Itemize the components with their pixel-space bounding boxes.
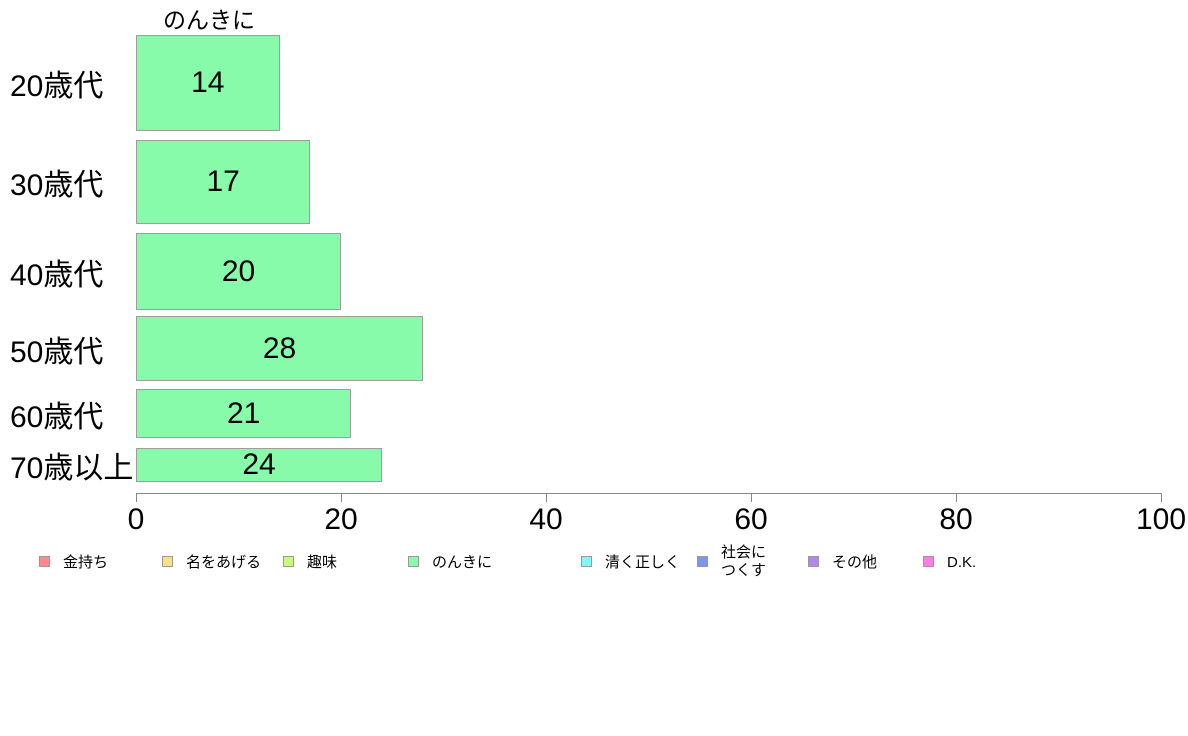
legend-item-label: 清く正しく <box>605 554 681 571</box>
x-axis-tick <box>751 494 752 502</box>
x-axis-tick <box>1161 494 1162 502</box>
category-label: 30歳代 <box>10 169 104 202</box>
legend-item-label: 金持ち <box>63 554 109 571</box>
legend-item-label: 社会に つくす <box>721 544 767 579</box>
x-axis-tick <box>136 494 137 502</box>
x-axis-tick <box>341 494 342 502</box>
x-axis-tick-label: 80 <box>939 503 973 536</box>
bar: 20 <box>136 233 341 310</box>
category-label: 20歳代 <box>10 70 104 103</box>
x-axis-tick <box>546 494 547 502</box>
category-label: 60歳代 <box>10 400 104 434</box>
bar-value-label: 21 <box>226 396 261 430</box>
bar: 28 <box>136 316 423 381</box>
x-axis-tick-label: 0 <box>127 503 145 536</box>
category-label: 50歳代 <box>10 335 104 369</box>
category-label: 40歳代 <box>10 258 104 292</box>
legend-swatch <box>39 556 50 567</box>
bar-value-label: 20 <box>221 254 256 288</box>
x-axis-tick-label: 40 <box>529 503 563 536</box>
legend-swatch <box>581 556 592 567</box>
legend-swatch <box>923 556 934 567</box>
legend-item-label: D.K. <box>947 554 977 571</box>
x-axis-tick-label: 100 <box>1135 503 1187 536</box>
legend-item-label: 趣味 <box>307 554 338 571</box>
legend-item-label: のんきに <box>432 554 493 571</box>
x-axis-tick <box>956 494 957 502</box>
bar-value-label: 17 <box>206 165 240 198</box>
legend-swatch <box>408 556 419 567</box>
x-axis-tick-label: 20 <box>324 503 358 536</box>
legend-item-label: その他 <box>832 554 878 571</box>
bar: 17 <box>136 140 311 224</box>
legend-swatch <box>697 556 708 567</box>
legend-item-label: 名をあげる <box>186 554 262 571</box>
bar-value-label: 24 <box>242 448 276 481</box>
chart-title: のんきに <box>163 7 255 33</box>
bar: 24 <box>136 448 382 482</box>
legend-swatch <box>162 556 173 567</box>
legend-swatch <box>808 556 819 567</box>
x-axis-line <box>136 493 1162 494</box>
x-axis-tick-label: 60 <box>734 503 768 536</box>
legend-swatch <box>283 556 294 567</box>
category-label: 70歳以上 <box>10 452 134 485</box>
bar: 14 <box>136 35 280 131</box>
bar: 21 <box>136 389 352 438</box>
bar-value-label: 28 <box>262 331 297 365</box>
bar-value-label: 14 <box>191 66 225 99</box>
